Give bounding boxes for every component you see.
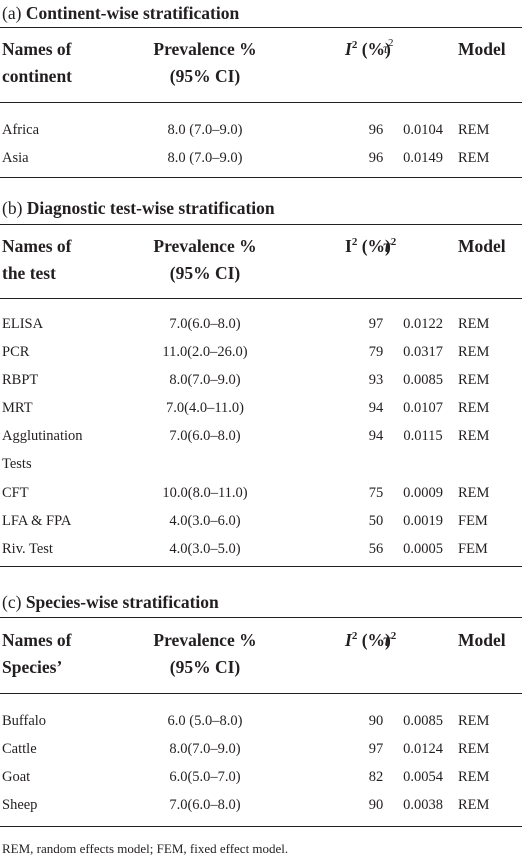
table-row: Tests xyxy=(2,456,32,472)
table-row: RBPT 8.0(7.0–9.0) 93 0.0085 REM xyxy=(2,372,490,388)
section-b-heading: Diagnostic test-wise stratification xyxy=(26,198,275,218)
section-a-title: (a) Continent-wise stratification xyxy=(2,3,239,24)
section-a-header-prevalence: Prevalence % (95% CI) xyxy=(153,39,257,86)
table-row: Buffalo 6.0 (5.0–8.0) 90 0.0085 REM xyxy=(2,713,490,729)
table-row: Agglutination 7.0(6.0–8.0) 94 0.0115 REM xyxy=(2,428,490,444)
section-a-header-i2: I2 (%) xyxy=(345,39,391,59)
section-b-header-tau: τ2 xyxy=(383,236,397,256)
table-row: Sheep 7.0(6.0–8.0) 90 0.0038 REM xyxy=(2,797,490,813)
section-a-top-rule xyxy=(0,27,522,28)
section-b-top-rule xyxy=(0,177,522,178)
table-row: LFA & FPA 4.0(3.0–6.0) 50 0.0019 FEM xyxy=(2,513,488,529)
section-a-header-model: Model xyxy=(458,39,506,59)
table-row: PCR 11.0(2.0–26.0) 79 0.0317 REM xyxy=(2,344,490,360)
table-row: ELISA 7.0(6.0–8.0) 97 0.0122 REM xyxy=(2,316,490,332)
section-b-header-model: Model xyxy=(458,236,506,256)
section-b-header-i2: I2 (%) xyxy=(345,236,391,256)
table-row: MRT 7.0(4.0–11.0) 94 0.0107 REM xyxy=(2,400,490,416)
table-row: Goat 6.0(5.0–7.0) 82 0.0054 REM xyxy=(2,769,490,785)
table-row: Cattle 8.0(7.0–9.0) 97 0.0124 REM xyxy=(2,741,490,757)
section-b-title: (b) Diagnostic test-wise stratification xyxy=(2,198,275,219)
section-b-title-rule xyxy=(0,224,522,225)
section-c-header-model: Model xyxy=(458,630,506,650)
section-b-letter: (b) xyxy=(2,198,23,218)
section-c-heading: Species-wise stratification xyxy=(25,592,219,612)
section-c-header-name: Names of Species’ xyxy=(2,630,72,677)
section-c-letter: (c) xyxy=(2,592,22,612)
table-row: Asia 8.0 (7.0–9.0) 96 0.0149 REM xyxy=(2,150,490,166)
section-b-header-prevalence: Prevalence % (95% CI) xyxy=(153,236,257,283)
section-a-header-rule xyxy=(0,102,522,103)
table-row: Africa 8.0 (7.0–9.0) 96 0.0104 REM xyxy=(2,122,490,138)
section-a-heading: Continent-wise stratification xyxy=(25,3,240,23)
section-c-title-rule xyxy=(0,617,522,618)
section-a-header-name: Names of continent xyxy=(2,39,72,86)
section-a-letter: (a) xyxy=(2,3,22,23)
section-b-header-name: Names of the test xyxy=(2,236,72,283)
section-c-header-prevalence: Prevalence % (95% CI) xyxy=(153,630,257,677)
section-c-header-i2: I2 (%) xyxy=(345,630,391,650)
section-a-header-tau: τ2 xyxy=(383,37,394,58)
table-row: CFT 10.0(8.0–11.0) 75 0.0009 REM xyxy=(2,485,490,501)
section-c-title: (c) Species-wise stratification xyxy=(2,592,219,613)
section-c-header-rule xyxy=(0,693,522,694)
section-b-header-rule xyxy=(0,298,522,299)
section-c-top-rule xyxy=(0,566,522,567)
table-row: Riv. Test 4.0(3.0–5.0) 56 0.0005 FEM xyxy=(2,541,488,557)
table-footnote: REM, random effects model; FEM, fixed ef… xyxy=(2,841,289,856)
section-c-header-tau: τ2 xyxy=(383,630,397,650)
table-bottom-rule xyxy=(0,826,522,827)
